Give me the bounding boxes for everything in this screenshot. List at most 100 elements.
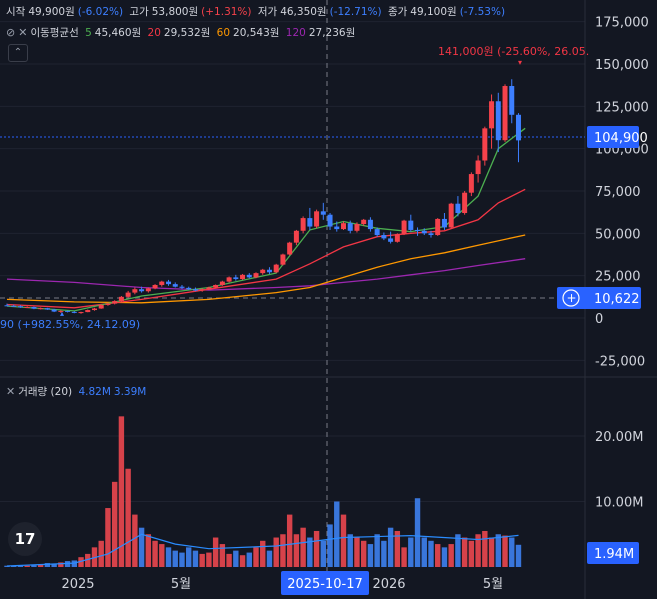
volume-bar	[448, 544, 454, 567]
volume-tick-label: 10.00M	[595, 496, 643, 511]
candle-body	[253, 273, 259, 278]
candle-body	[233, 277, 239, 280]
volume-bar	[286, 514, 293, 567]
candle-body	[273, 264, 279, 273]
volume-bar	[71, 560, 77, 567]
volume-bar	[354, 537, 360, 567]
ohlc-legend: 시작 49,900원 (-6.02%) 고가 53,800원 (+1.31%) 저가 46…	[6, 4, 508, 19]
volume-bar	[253, 547, 259, 567]
candle-body	[38, 308, 44, 310]
volume-bar	[111, 481, 118, 567]
volume-bar	[394, 530, 401, 567]
price-tick-label: -25,000	[595, 354, 645, 369]
candle-body	[502, 86, 508, 141]
candle-body	[415, 229, 421, 231]
time-tick-label: 5월	[171, 577, 191, 592]
candle-body	[4, 305, 10, 307]
candle-body	[206, 287, 212, 290]
ma-legend: ⊘ ✕ 이동평균선 5 45,460원 20 29,532원 60 20,543원 120…	[6, 25, 358, 40]
eye-off-icon[interactable]: ⊘	[6, 26, 16, 39]
candle-body	[44, 308, 50, 310]
candle-body	[24, 306, 30, 308]
volume-bar	[334, 501, 340, 567]
candle-body	[307, 218, 313, 227]
candle-body	[394, 234, 400, 242]
volume-bar	[428, 540, 434, 567]
candle-body	[65, 310, 71, 312]
ma120-value: 27,236원	[308, 27, 356, 39]
volume-bar	[118, 416, 125, 567]
volume-bar	[64, 561, 71, 567]
close-icon[interactable]: ✕	[6, 385, 16, 398]
candle-body	[159, 281, 165, 285]
candle-body	[441, 218, 447, 228]
volume-bar	[165, 547, 172, 567]
candle-body	[468, 174, 474, 193]
volume-bar	[515, 544, 522, 567]
candle-body	[327, 214, 333, 227]
volume-bar	[488, 537, 495, 567]
volume-bar	[441, 547, 448, 567]
candle-body	[152, 284, 158, 289]
volume-bar	[327, 524, 333, 567]
candle-body	[354, 224, 360, 231]
volume-bar	[152, 540, 158, 567]
volume-bar	[280, 534, 286, 567]
open-value: 49,900원	[28, 6, 75, 18]
volume-bar	[509, 537, 515, 567]
plus-icon: +	[567, 291, 577, 305]
candle-body	[17, 306, 23, 308]
price-tick-label: 150,000	[595, 58, 649, 73]
candle-body	[172, 284, 178, 287]
candle-body	[381, 235, 387, 239]
min-price-annotation: 90 (+982.55%, 24.12.09)	[0, 318, 140, 331]
plus-icon	[562, 289, 580, 307]
volume-ma-line	[6, 533, 519, 567]
volume-bar	[401, 547, 407, 567]
candle-body	[226, 277, 232, 282]
candle-body	[388, 238, 394, 242]
ma60-value: 20,543원	[233, 27, 280, 39]
close-label: 종가	[387, 6, 408, 18]
volume-bar	[31, 565, 37, 567]
volume-bar	[212, 537, 219, 567]
last-volume-label: 1.94M	[594, 547, 634, 562]
volume-bar	[125, 468, 131, 567]
candle-body	[475, 160, 481, 175]
close-change: (-7.53%)	[459, 6, 506, 18]
candle-body	[51, 309, 57, 312]
candle-body	[374, 229, 380, 236]
collapse-legend-button[interactable]: ⌃	[8, 44, 28, 62]
volume-bar	[461, 537, 468, 567]
volume-bar	[11, 566, 17, 567]
ma60-period: 60	[216, 27, 231, 39]
candle-body	[435, 218, 441, 236]
tradingview-logo: 17	[8, 522, 42, 556]
candle-body	[421, 230, 427, 234]
crosshair-price-label: 10,622	[594, 292, 640, 307]
ma5-value: 45,460원	[94, 27, 142, 39]
last-price-badge	[587, 126, 639, 148]
close-icon[interactable]: ✕	[18, 26, 28, 39]
candle-body	[489, 101, 495, 129]
candle-body	[186, 287, 192, 290]
max-marker-icon: ▾	[518, 58, 522, 67]
volume-bar	[132, 514, 138, 567]
candle-body	[287, 242, 293, 255]
crosshair-date-label: 2025-10-17	[287, 577, 363, 592]
volume-bar	[381, 540, 387, 567]
volume-bar	[145, 534, 152, 567]
volume-bar	[340, 514, 347, 567]
candle-body	[341, 223, 346, 230]
volume-bar	[260, 540, 266, 567]
chevron-up-icon: ⌃	[13, 47, 23, 58]
volume-bar	[374, 534, 380, 567]
volume-bar	[98, 540, 104, 567]
volume-bar	[226, 553, 232, 567]
volume-bar	[246, 552, 252, 567]
min-marker-icon: ▴	[60, 309, 64, 318]
volume-bar	[421, 537, 427, 567]
volume-bar	[37, 564, 44, 567]
volume-bar	[266, 550, 273, 567]
